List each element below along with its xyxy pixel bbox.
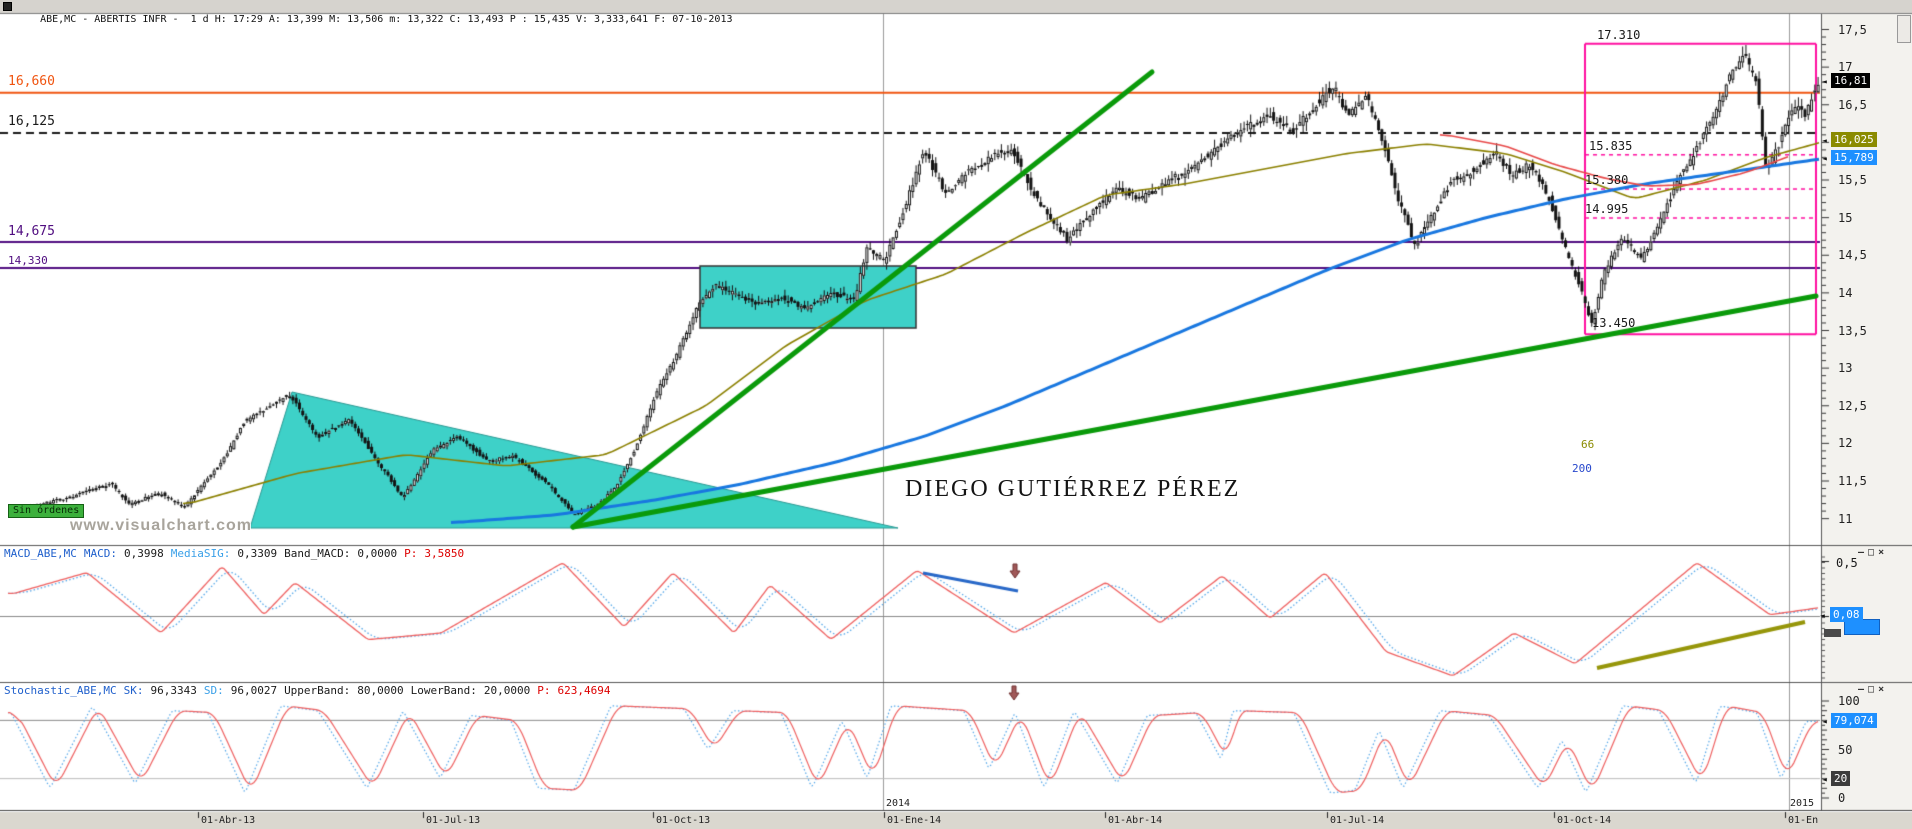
fib-zone-label: 15.835 <box>1589 139 1633 153</box>
stoch-field: SD: <box>203 684 224 697</box>
macd-marker-arrow-icon: ◄ <box>1820 611 1825 620</box>
macd-field: Band_MACD: <box>284 547 351 560</box>
stoch-field: 96,0027 <box>230 684 278 697</box>
axis-scroll-thumb[interactable] <box>1897 15 1911 43</box>
no-orders-badge: Sin órdenes <box>8 504 85 518</box>
last-price-label: P : 15,435 <box>509 14 576 25</box>
macd-field: 0,0000 <box>357 547 398 560</box>
stoch-field: UpperBand: <box>284 684 351 697</box>
price-marker-badge: 15,789 <box>1831 150 1877 166</box>
date-tick-label: 01-Oct-14 <box>1557 815 1612 826</box>
date-tick-label: 01-En <box>1788 815 1819 826</box>
macd-field: MACD_ABE,MC <box>4 547 77 560</box>
close-icon[interactable]: × <box>1878 547 1889 558</box>
year-label: 2015 <box>1790 798 1815 809</box>
macd-field: MediaSIG: <box>170 547 231 560</box>
fib-zone-label: 15.380 <box>1585 173 1629 187</box>
date-tick-label: 01-Abr-13 <box>201 815 256 826</box>
minimize-icon[interactable]: – <box>1858 547 1869 558</box>
price-axis-tick-label: 14,5 <box>1838 248 1867 263</box>
price-axis-tick-label: 17,5 <box>1838 22 1867 37</box>
price-level-label: 14,675 <box>8 224 55 239</box>
date-tick-label: 01-Jul-13 <box>426 815 481 826</box>
macd-window-controls[interactable]: –□× <box>1858 548 1888 558</box>
author-signature: DIEGO GUTIÉRREZ PÉREZ <box>905 476 1241 502</box>
price-axis-tick-label: 13,5 <box>1838 323 1867 338</box>
stoch-marker-arrow-icon: ◄ <box>1822 717 1827 727</box>
macd-field: P: <box>404 547 418 560</box>
stoch-window-controls[interactable]: –□× <box>1858 685 1888 695</box>
macd-field: MACD: <box>83 547 117 560</box>
price-axis-tick-label: 11,5 <box>1838 474 1867 488</box>
price-axis-tick-label: 17 <box>1838 60 1853 75</box>
price-level-label: 14,330 <box>8 254 48 267</box>
stoch-field: P: <box>537 684 551 697</box>
fib-zone-label: 14.995 <box>1585 202 1629 216</box>
quote-info-bar: ABE,MC - ABERTIS INFR - 1 d H: 17:29 A: … <box>0 0 1912 25</box>
stoch-field: 96,3343 <box>150 684 197 697</box>
price-axis-tick-label: 16,5 <box>1838 97 1867 112</box>
visualchart-watermark: www.visualchart.com <box>70 517 253 534</box>
price-marker-arrow-icon: ◄ <box>1822 77 1827 87</box>
stoch-field: SK: <box>123 684 144 697</box>
close-icon[interactable]: × <box>1878 684 1889 695</box>
price-axis-tick-label: 13 <box>1838 361 1853 376</box>
price-marker-arrow-icon: ◄ <box>1822 136 1827 146</box>
price-axis-tick-label: 12 <box>1838 436 1853 451</box>
fib-zone-label: 17.310 <box>1597 28 1641 42</box>
price-marker-arrow-icon: ◄ <box>1822 154 1827 164</box>
stoch-axis-tick-label: 50 <box>1838 742 1853 757</box>
macd-header: MACD_ABE,MC MACD: 0,3998 MediaSIG: 0,3309 Ban… <box>4 548 471 560</box>
last-price-value: 15,435 <box>533 14 576 25</box>
price-marker-badge: 16,81 <box>1831 73 1871 89</box>
stoch-field: 80,0000 <box>357 684 404 697</box>
ma-period-label: 66 <box>1581 438 1595 451</box>
ticker-summary: ABE,MC - ABERTIS INFR - 1 d H: 17:29 A: … <box>40 14 510 25</box>
macd-field: 0,3309 <box>237 547 278 560</box>
macd-mini-badge <box>1824 629 1841 637</box>
price-axis-tick-label: 12,5 <box>1838 398 1867 413</box>
stoch-field: 20,0000 <box>483 684 531 697</box>
chart-app-icon <box>3 2 12 11</box>
macd-value-badge: 0,08 <box>1830 607 1863 622</box>
price-axis-tick-label: 15,5 <box>1838 173 1867 187</box>
price-marker-badge: 16,025 <box>1831 132 1877 148</box>
stoch-field: LowerBand: <box>410 684 477 697</box>
stoch-axis-tick-label: 100 <box>1838 694 1860 708</box>
date-tick-label: 01-Oct-13 <box>656 815 711 826</box>
fib-zone-label: 13.450 <box>1592 316 1636 330</box>
stoch-field: Stochastic_ABE,MC <box>4 684 117 697</box>
stoch-marker-arrow-icon: ◄ <box>1822 774 1827 784</box>
maximize-icon[interactable]: □ <box>1868 547 1879 558</box>
date-tick-label: 01-Abr-14 <box>1108 815 1163 826</box>
price-axis-tick-label: 11 <box>1838 511 1853 526</box>
volume-date-summary: V: 3,333,641 F: 07-10-2013 <box>575 14 733 25</box>
stochastic-header: Stochastic_ABE,MC SK: 96,3343 SD: 96,0027 Upp… <box>4 685 617 697</box>
ma-period-label: 200 <box>1572 462 1592 475</box>
stoch-field: 623,4694 <box>557 684 611 697</box>
macd-field: 3,5850 <box>424 547 465 560</box>
price-level-label: 16,660 <box>8 74 55 89</box>
macd-field: 0,3998 <box>123 547 164 560</box>
maximize-icon[interactable]: □ <box>1868 684 1879 695</box>
date-tick-label: 01-Ene-14 <box>887 815 942 826</box>
price-axis-tick-label: 15 <box>1838 210 1853 225</box>
stoch-axis-tick-label: 0 <box>1838 791 1846 805</box>
minimize-icon[interactable]: – <box>1858 684 1869 695</box>
stoch-value-badge: 20 <box>1831 770 1851 786</box>
date-tick-label: 01-Jul-14 <box>1330 815 1385 826</box>
year-label: 2014 <box>886 798 911 809</box>
price-level-label: 16,125 <box>8 114 55 129</box>
price-axis-tick-label: 14 <box>1838 285 1853 300</box>
stoch-value-badge: 79,074 <box>1831 713 1877 729</box>
macd-axis-top-label: 0,5 <box>1836 556 1858 570</box>
